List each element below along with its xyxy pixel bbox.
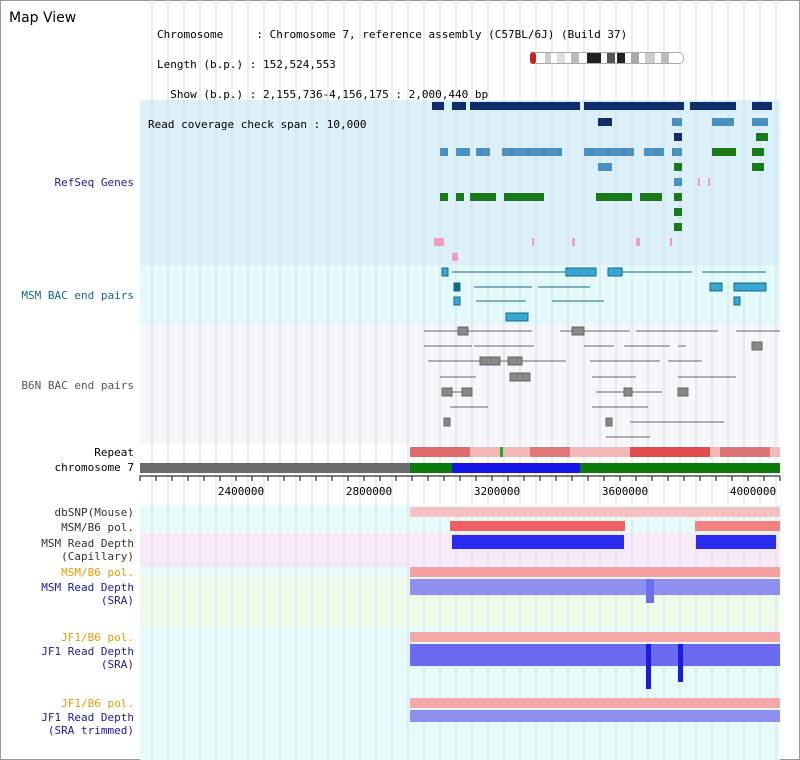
track-label-msm-depth-sra[interactable]: MSM Read Depth (SRA) [41,581,134,607]
track-label-dbsnp[interactable]: dbSNP(Mouse) [54,506,134,519]
msm-bac-track[interactable] [441,267,767,322]
track-label-msm-pol-2[interactable]: MSM/B6 pol. [61,566,134,579]
track-label-jf1-pol-1[interactable]: JF1/B6 pol. [61,631,134,644]
track-label-jf1-depth-sra[interactable]: JF1 Read Depth (SRA) [41,645,134,671]
track-label-msm-pol-1[interactable]: MSM/B6 pol. [61,521,134,534]
locus-header: Chromosome : Chromosome 7, reference ass… [148,10,627,140]
track-label-jf1-pol-2[interactable]: JF1/B6 pol. [61,697,134,710]
scale-tick-4000000: 4000000 [729,485,777,498]
scale-labels: 2400000 2800000 3200000 3600000 4000000 [140,475,780,505]
read-depth-tracks[interactable] [410,535,780,722]
track-label-repeat[interactable]: Repeat [94,446,134,459]
position-scale [139,475,781,481]
track-label-jf1-depth-trimmed[interactable]: JF1 Read Depth (SRA trimmed) [41,711,134,737]
scale-tick-2800000: 2800000 [345,485,393,498]
scale-tick-3600000: 3600000 [601,485,649,498]
coverage-span-line: Read coverage check span : 10,000 [148,118,367,131]
chromosome-ideogram[interactable] [530,52,684,64]
refseq-genes-track[interactable] [432,102,772,261]
view-title: Map View [9,10,77,26]
b6n-bac-track[interactable] [424,326,780,438]
length-line: Length (b.p.) : 152,524,553 [157,58,336,71]
track-label-refseq[interactable]: RefSeq Genes [54,176,134,189]
snp-pol-tracks[interactable] [410,507,780,708]
chromosome-line: Chromosome : Chromosome 7, reference ass… [157,28,628,41]
show-range-line: Show (b.p.) : 2,155,736-4,156,175 : 2,00… [157,88,489,101]
scale-tick-3200000: 3200000 [473,485,521,498]
track-label-msm-bac[interactable]: MSM BAC end pairs [21,289,134,302]
chromosome-bar[interactable] [140,463,780,473]
chromosome-position-marker[interactable] [530,52,536,64]
scale-tick-2400000: 2400000 [217,485,265,498]
track-label-chromosome[interactable]: chromosome 7 [54,461,134,474]
repeat-track[interactable] [410,447,780,457]
track-label-b6n-bac[interactable]: B6N BAC end pairs [21,379,134,392]
track-label-msm-depth-capillary[interactable]: MSM Read Depth (Capillary) [41,537,134,563]
